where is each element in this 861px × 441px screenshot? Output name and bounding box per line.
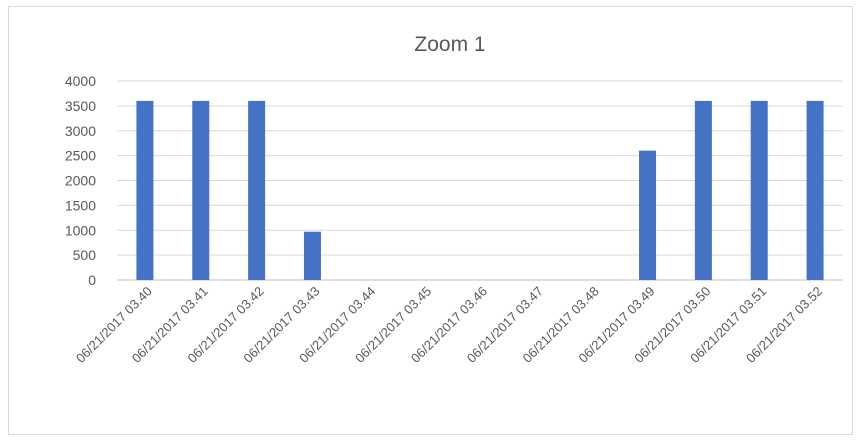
bar bbox=[192, 100, 210, 281]
bar bbox=[136, 100, 154, 281]
y-tick-label: 3000 bbox=[65, 123, 96, 139]
chart-title: Zoom 1 bbox=[414, 33, 485, 56]
bar bbox=[248, 100, 266, 281]
y-tick-label: 1000 bbox=[65, 222, 96, 238]
y-tick-label: 500 bbox=[73, 247, 97, 263]
bars bbox=[136, 100, 824, 281]
bar bbox=[639, 150, 657, 280]
y-tick-label: 1500 bbox=[65, 197, 96, 213]
y-axis-tick-labels: 0 500 1000 1500 2000 2500 3000 3500 4000 bbox=[65, 73, 96, 288]
bar bbox=[806, 100, 824, 281]
y-tick-label: 2500 bbox=[65, 148, 96, 164]
bar bbox=[694, 100, 712, 281]
y-tick-label: 3500 bbox=[65, 98, 96, 114]
gridlines bbox=[117, 80, 843, 281]
y-tick-label: 4000 bbox=[65, 73, 96, 89]
y-tick-label: 0 bbox=[88, 272, 96, 288]
bar bbox=[303, 231, 321, 280]
bar bbox=[750, 100, 768, 281]
y-tick-label: 2000 bbox=[65, 173, 96, 189]
